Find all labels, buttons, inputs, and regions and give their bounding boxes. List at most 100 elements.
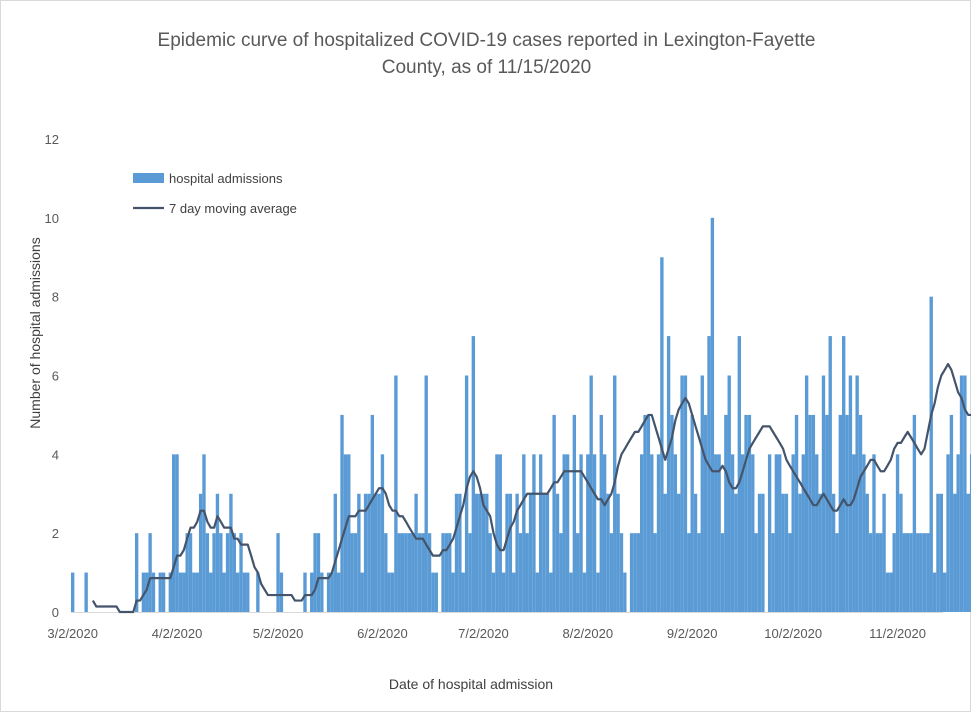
bar [444,533,449,612]
bar [424,375,428,612]
bar [835,533,839,612]
bar [791,454,795,612]
bar [868,533,873,612]
bar [501,572,506,612]
bar [781,493,785,612]
bar [697,533,701,612]
bar [407,533,412,612]
bar [636,533,640,612]
bar [367,493,371,612]
bar [370,414,375,612]
bar [919,533,923,612]
bar [549,572,553,612]
bar [434,572,438,612]
bar [586,454,590,612]
bar [451,572,455,612]
bar [865,493,869,612]
bar [458,493,462,612]
bar [525,533,529,612]
bar [84,572,88,612]
bar [475,493,479,612]
x-tick-label: 4/2/2020 [152,626,203,641]
bar [932,572,937,612]
bar [198,493,203,612]
bar [660,257,664,612]
bar [650,454,654,612]
bar [488,533,492,612]
bar [703,414,708,612]
bar [815,454,819,612]
bar [461,572,465,612]
bar [178,572,183,612]
bar [599,414,603,612]
bar [310,572,314,612]
bar [670,414,674,612]
bar [242,572,247,612]
bar [643,414,647,612]
bar [592,454,597,612]
bar [767,454,772,612]
bar [387,572,391,612]
bar [889,572,893,612]
bar [673,454,678,612]
bar [909,533,913,612]
y-tick-label: 6 [52,369,59,384]
bar [801,454,805,612]
bar [879,533,883,612]
bar [895,454,900,612]
bar [602,454,607,612]
bar [734,493,738,612]
bar [693,493,698,612]
bar [485,493,489,612]
bar [417,533,422,612]
bar [905,533,910,612]
bar [414,493,418,612]
bar [222,572,226,612]
bar [448,533,452,612]
bar [808,414,812,612]
bar [619,533,624,612]
bar [885,572,890,612]
bar [239,533,243,612]
bar [892,533,896,612]
bar [700,375,704,612]
bar [182,572,186,612]
bar [794,414,799,612]
bar [518,533,523,612]
bar [313,533,317,612]
bar [212,533,216,612]
bar [902,533,906,612]
bar [326,572,331,612]
bar [744,414,748,612]
bar [404,533,408,612]
legend-swatch-bars [133,173,164,183]
bar [333,493,337,612]
bar [374,493,378,612]
bar [663,493,667,612]
bar [858,414,863,612]
bar [276,533,280,612]
bar [336,572,341,612]
bar [229,493,233,612]
bar [936,493,940,612]
bar [555,493,560,612]
bar [717,454,721,612]
bar [788,533,792,612]
bar [606,493,610,612]
bar [916,533,920,612]
bar [400,533,405,612]
bar [771,533,775,612]
bar [959,375,964,612]
moving-average-line [91,362,971,614]
bar [872,454,876,612]
bar [202,454,206,612]
bar [357,493,361,612]
bar [714,454,718,612]
bar [811,414,816,612]
bar [559,533,563,612]
bar [535,572,539,612]
bar [683,375,688,612]
bar [320,572,324,612]
bar [168,572,173,612]
